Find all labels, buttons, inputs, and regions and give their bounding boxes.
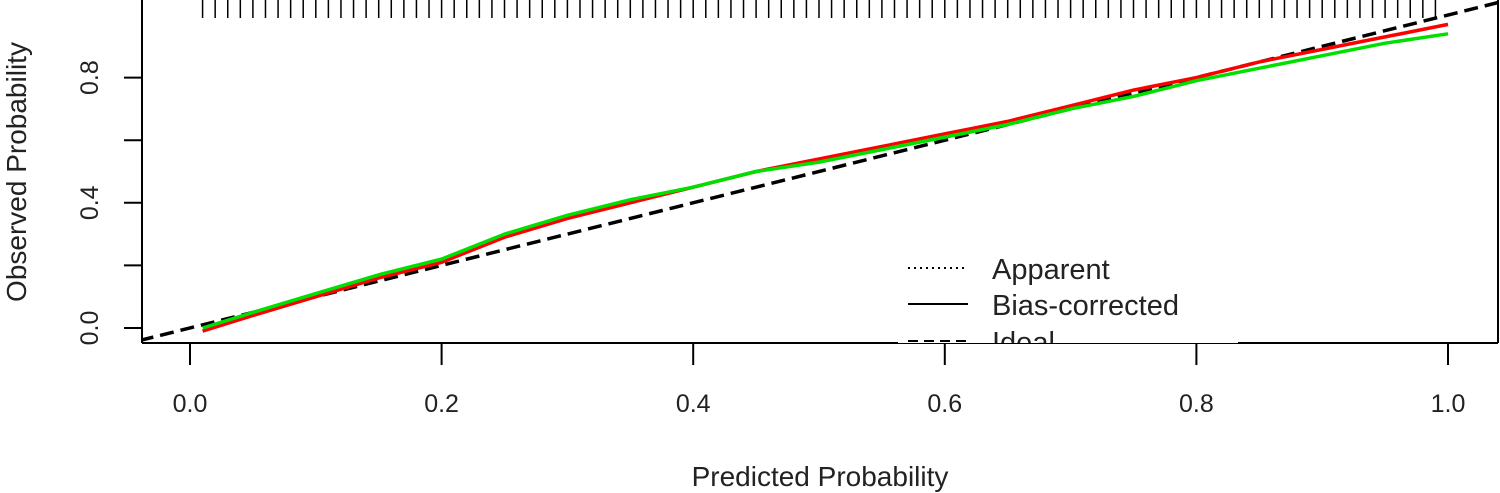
- y-axis-title: Observed Probability: [1, 42, 32, 302]
- y-tick-label-2: 0.8: [76, 60, 104, 95]
- x-tick-label-3: 0.6: [927, 390, 962, 418]
- plot-region: [142, 0, 1498, 342]
- series-line-1: [202, 22, 1449, 333]
- x-tick-label-2: 0.4: [676, 390, 711, 418]
- x-axis-title: Predicted Probability: [692, 461, 949, 492]
- legend-background: [898, 248, 1238, 343]
- y-tick-label-1: 0.4: [76, 185, 104, 220]
- x-tick-label-5: 1.0: [1431, 390, 1466, 418]
- x-tick-label-1: 0.2: [424, 390, 459, 418]
- legend-label-ideal: Ideal: [992, 327, 1055, 359]
- legend-label-bias-corrected: Bias-corrected: [992, 290, 1179, 322]
- axes: 0.0 0.2 0.4 0.6 0.8 1.0 0.0 0.4 0.8: [76, 60, 1465, 418]
- y-tick-label-0: 0.0: [76, 311, 104, 346]
- series-line-2: [202, 32, 1449, 330]
- x-tick-label-4: 0.8: [1179, 390, 1214, 418]
- legend: Apparent Bias-corrected Ideal: [898, 248, 1238, 359]
- x-tick-label-0: 0.0: [173, 390, 208, 418]
- rug-marks: [201, 0, 1437, 18]
- legend-label-apparent: Apparent: [992, 254, 1110, 286]
